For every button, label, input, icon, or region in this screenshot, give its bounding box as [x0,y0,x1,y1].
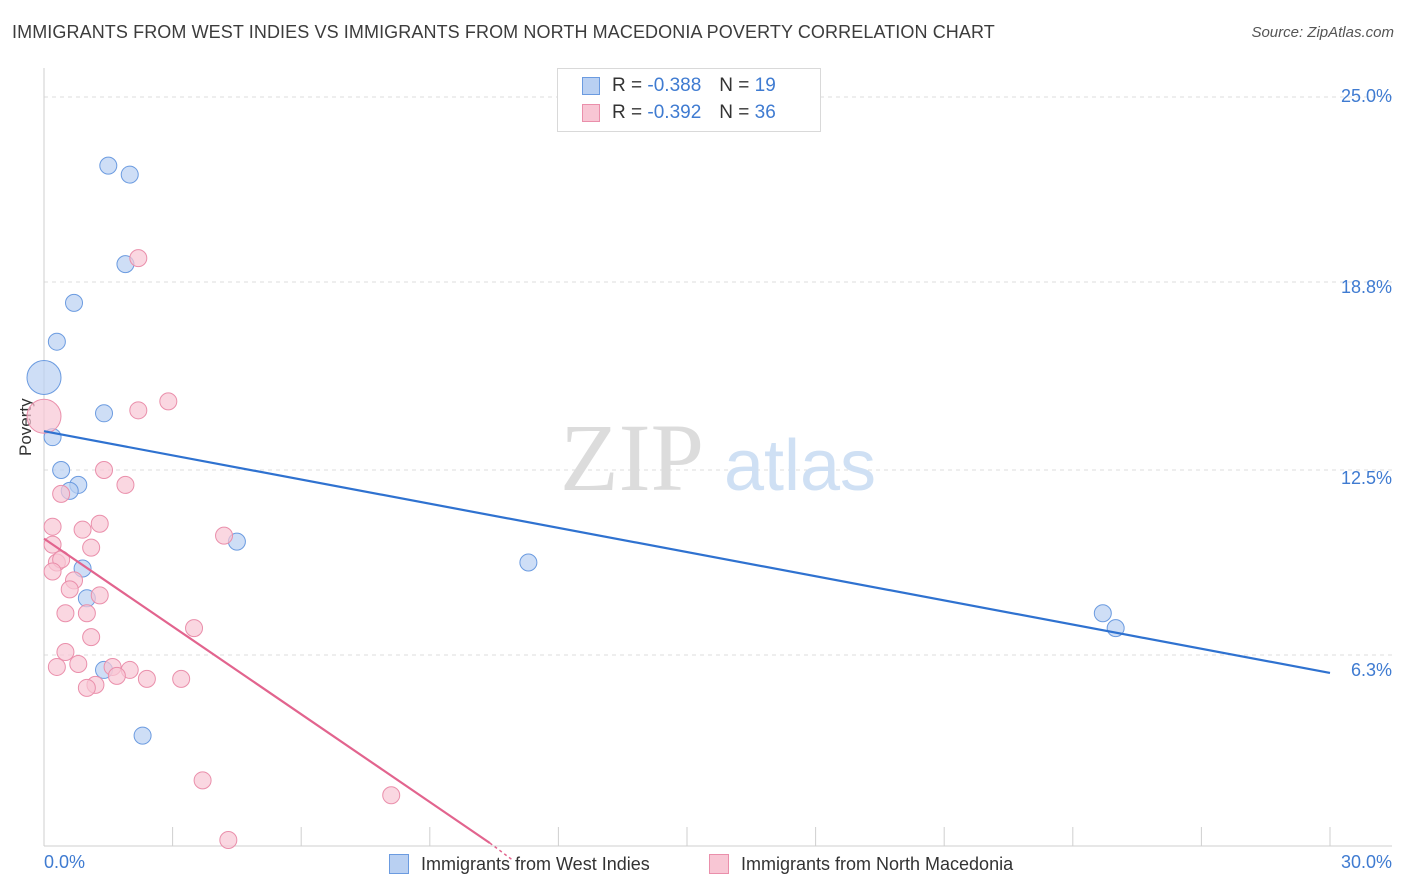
bottom-legend-swatch-blue [389,854,409,874]
legend-swatch-blue [582,77,600,95]
legend-n-label: N = [719,102,750,123]
legend-n-value: 36 [754,102,776,123]
y-tick-18-8: 18.8% [1340,277,1392,297]
source-label: Source: ZipAtlas.com [1251,24,1394,41]
point-north-macedonia [116,475,135,494]
point-north-macedonia [95,461,114,479]
trendline-north-macedonia [43,537,491,844]
point-west-indies [26,359,62,395]
point-west-indies [1093,604,1112,623]
point-north-macedonia [219,831,238,850]
point-north-macedonia [172,669,191,688]
x-tick-max: 30.0% [1340,852,1392,872]
point-north-macedonia [52,484,71,503]
point-west-indies [99,156,118,175]
trendline-north-macedonia-extension [489,842,515,862]
point-north-macedonia [47,657,66,676]
legend-n-value: 19 [754,75,776,96]
legend-n-label: N = [719,75,750,96]
point-west-indies [120,165,139,184]
point-north-macedonia [193,771,212,790]
data-points [26,156,1125,850]
point-north-macedonia [56,604,75,623]
point-north-macedonia [77,678,96,697]
point-north-macedonia [69,654,88,673]
point-north-macedonia [90,586,109,605]
trendline-west-indies [43,430,1331,674]
axes [43,68,1392,847]
point-north-macedonia [129,249,148,268]
point-north-macedonia [90,514,109,533]
legend-r-value: -0.392 [647,102,702,123]
point-north-macedonia [60,580,79,599]
point-north-macedonia [82,628,101,647]
point-north-macedonia [73,520,92,539]
point-north-macedonia [82,538,101,557]
point-north-macedonia [185,619,204,638]
watermark: ZIP atlas [560,404,876,511]
trend-lines [43,430,1331,862]
point-west-indies [52,461,71,479]
point-north-macedonia [56,643,75,662]
grid-lines [44,96,1392,656]
point-west-indies [47,332,66,351]
point-north-macedonia [382,786,401,805]
point-north-macedonia [215,526,234,545]
legend-row-west-indies: R = -0.388 N = 19 [582,74,776,98]
point-north-macedonia [43,562,62,581]
bottom-legend-swatch-pink [709,854,729,874]
x-tick-min: 0.0% [44,852,86,872]
point-north-macedonia [129,401,148,420]
point-north-macedonia [43,517,62,536]
chart-title: IMMIGRANTS FROM WEST INDIES VS IMMIGRANT… [12,22,995,42]
legend-r-label: R = [612,75,643,96]
watermark-atlas: atlas [724,426,876,506]
correlation-legend: R = -0.388 N = 19 R = -0.392 N = 36 [557,68,821,132]
legend-r-value: -0.388 [647,75,702,96]
point-west-indies [65,293,84,312]
bottom-legend-label: Immigrants from North Macedonia [741,853,1014,874]
point-north-macedonia [137,669,156,688]
y-tick-6-3: 6.3% [1350,660,1392,680]
bottom-legend-label: Immigrants from West Indies [421,853,650,874]
bottom-legend-west-indies: Immigrants from West Indies [389,852,650,876]
point-west-indies [133,726,152,745]
y-tick-25: 25.0% [1340,86,1392,106]
legend-row-north-macedonia: R = -0.392 N = 36 [582,101,776,125]
point-west-indies [519,553,538,572]
y-tick-12-5: 12.5% [1340,468,1392,488]
watermark-zip: ZIP [560,404,704,511]
point-north-macedonia [107,666,126,685]
bottom-legend-north-macedonia: Immigrants from North Macedonia [709,852,1013,876]
legend-swatch-pink [582,104,600,122]
point-north-macedonia [77,604,96,623]
legend-r-label: R = [612,102,643,123]
point-north-macedonia [159,392,178,411]
point-west-indies [95,404,114,423]
point-north-macedonia [26,398,62,434]
